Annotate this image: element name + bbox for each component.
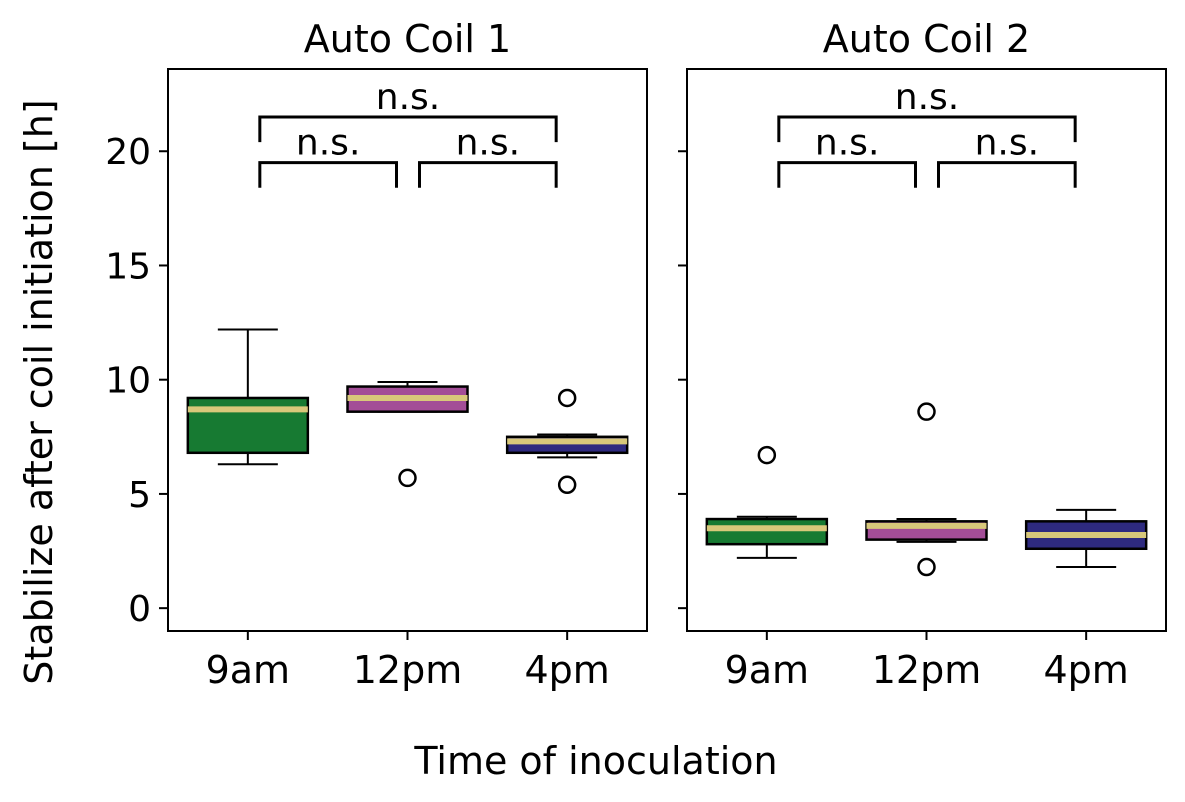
outlier-point xyxy=(757,445,777,465)
panel-title: Auto Coil 2 xyxy=(823,17,1030,61)
significance-bracket: n.s. xyxy=(258,77,558,143)
box-9am xyxy=(186,328,310,466)
y-tick-label: 10 xyxy=(105,361,151,402)
outlier-point xyxy=(557,388,577,408)
significance-label: n.s. xyxy=(975,123,1039,164)
x-tick-label: 12pm xyxy=(872,648,982,692)
chart-panel-1: Auto Coil 1 0 5 10 15 20 9am 12pm 4pm n.s. n.s. n.s… xyxy=(105,17,648,692)
x-axis-label: Time of inoculation xyxy=(413,739,777,783)
outlier-point xyxy=(398,468,417,488)
y-tick-label: 5 xyxy=(128,475,151,516)
box-4pm xyxy=(505,388,629,495)
significance-label: n.s. xyxy=(376,77,440,118)
chart-panel-2: Auto Coil 2 9am 12pm 4pm n.s. n.s. n.s. xyxy=(678,17,1167,692)
significance-label: n.s. xyxy=(296,123,360,164)
y-axis-label: Stabilize after coil initiation [h] xyxy=(17,99,61,684)
significance-bracket: n.s. xyxy=(418,123,558,188)
significance-label: n.s. xyxy=(456,123,520,164)
panel-title: Auto Coil 1 xyxy=(304,17,511,61)
bracket-line xyxy=(418,161,558,188)
x-tick-label: 9am xyxy=(206,648,290,692)
outlier-point xyxy=(557,475,577,495)
significance-bracket: n.s. xyxy=(258,123,398,188)
bracket-line xyxy=(258,115,558,143)
plot-frame xyxy=(167,68,648,632)
y-tick-label: 0 xyxy=(128,589,151,630)
x-tick-label: 4pm xyxy=(525,648,610,692)
box-body xyxy=(705,517,829,546)
box-9am xyxy=(705,445,829,559)
bracket-line xyxy=(937,161,1077,188)
bracket-line xyxy=(258,161,398,188)
significance-label: n.s. xyxy=(895,77,959,118)
significance-bracket: n.s. xyxy=(777,77,1077,143)
outlier-point xyxy=(917,557,936,577)
bracket-line xyxy=(777,161,917,188)
chart-panels: Auto Coil 1 0 5 10 15 20 9am 12pm 4pm n.s. n.s. n.s… xyxy=(105,17,1167,692)
box-12pm xyxy=(865,402,988,577)
significance-bracket: n.s. xyxy=(937,123,1077,188)
box-4pm xyxy=(1024,508,1148,569)
outlier-point xyxy=(917,402,936,421)
plot-frame xyxy=(686,68,1167,632)
box-body xyxy=(186,396,310,455)
y-tick-label: 20 xyxy=(105,132,151,173)
y-tick-label: 15 xyxy=(105,246,151,287)
significance-label: n.s. xyxy=(815,123,879,164)
x-tick-label: 9am xyxy=(725,648,809,692)
x-tick-label: 12pm xyxy=(353,648,463,692)
box-12pm xyxy=(346,380,469,488)
x-tick-label: 4pm xyxy=(1044,648,1129,692)
significance-bracket: n.s. xyxy=(777,123,917,188)
bracket-line xyxy=(777,115,1077,143)
